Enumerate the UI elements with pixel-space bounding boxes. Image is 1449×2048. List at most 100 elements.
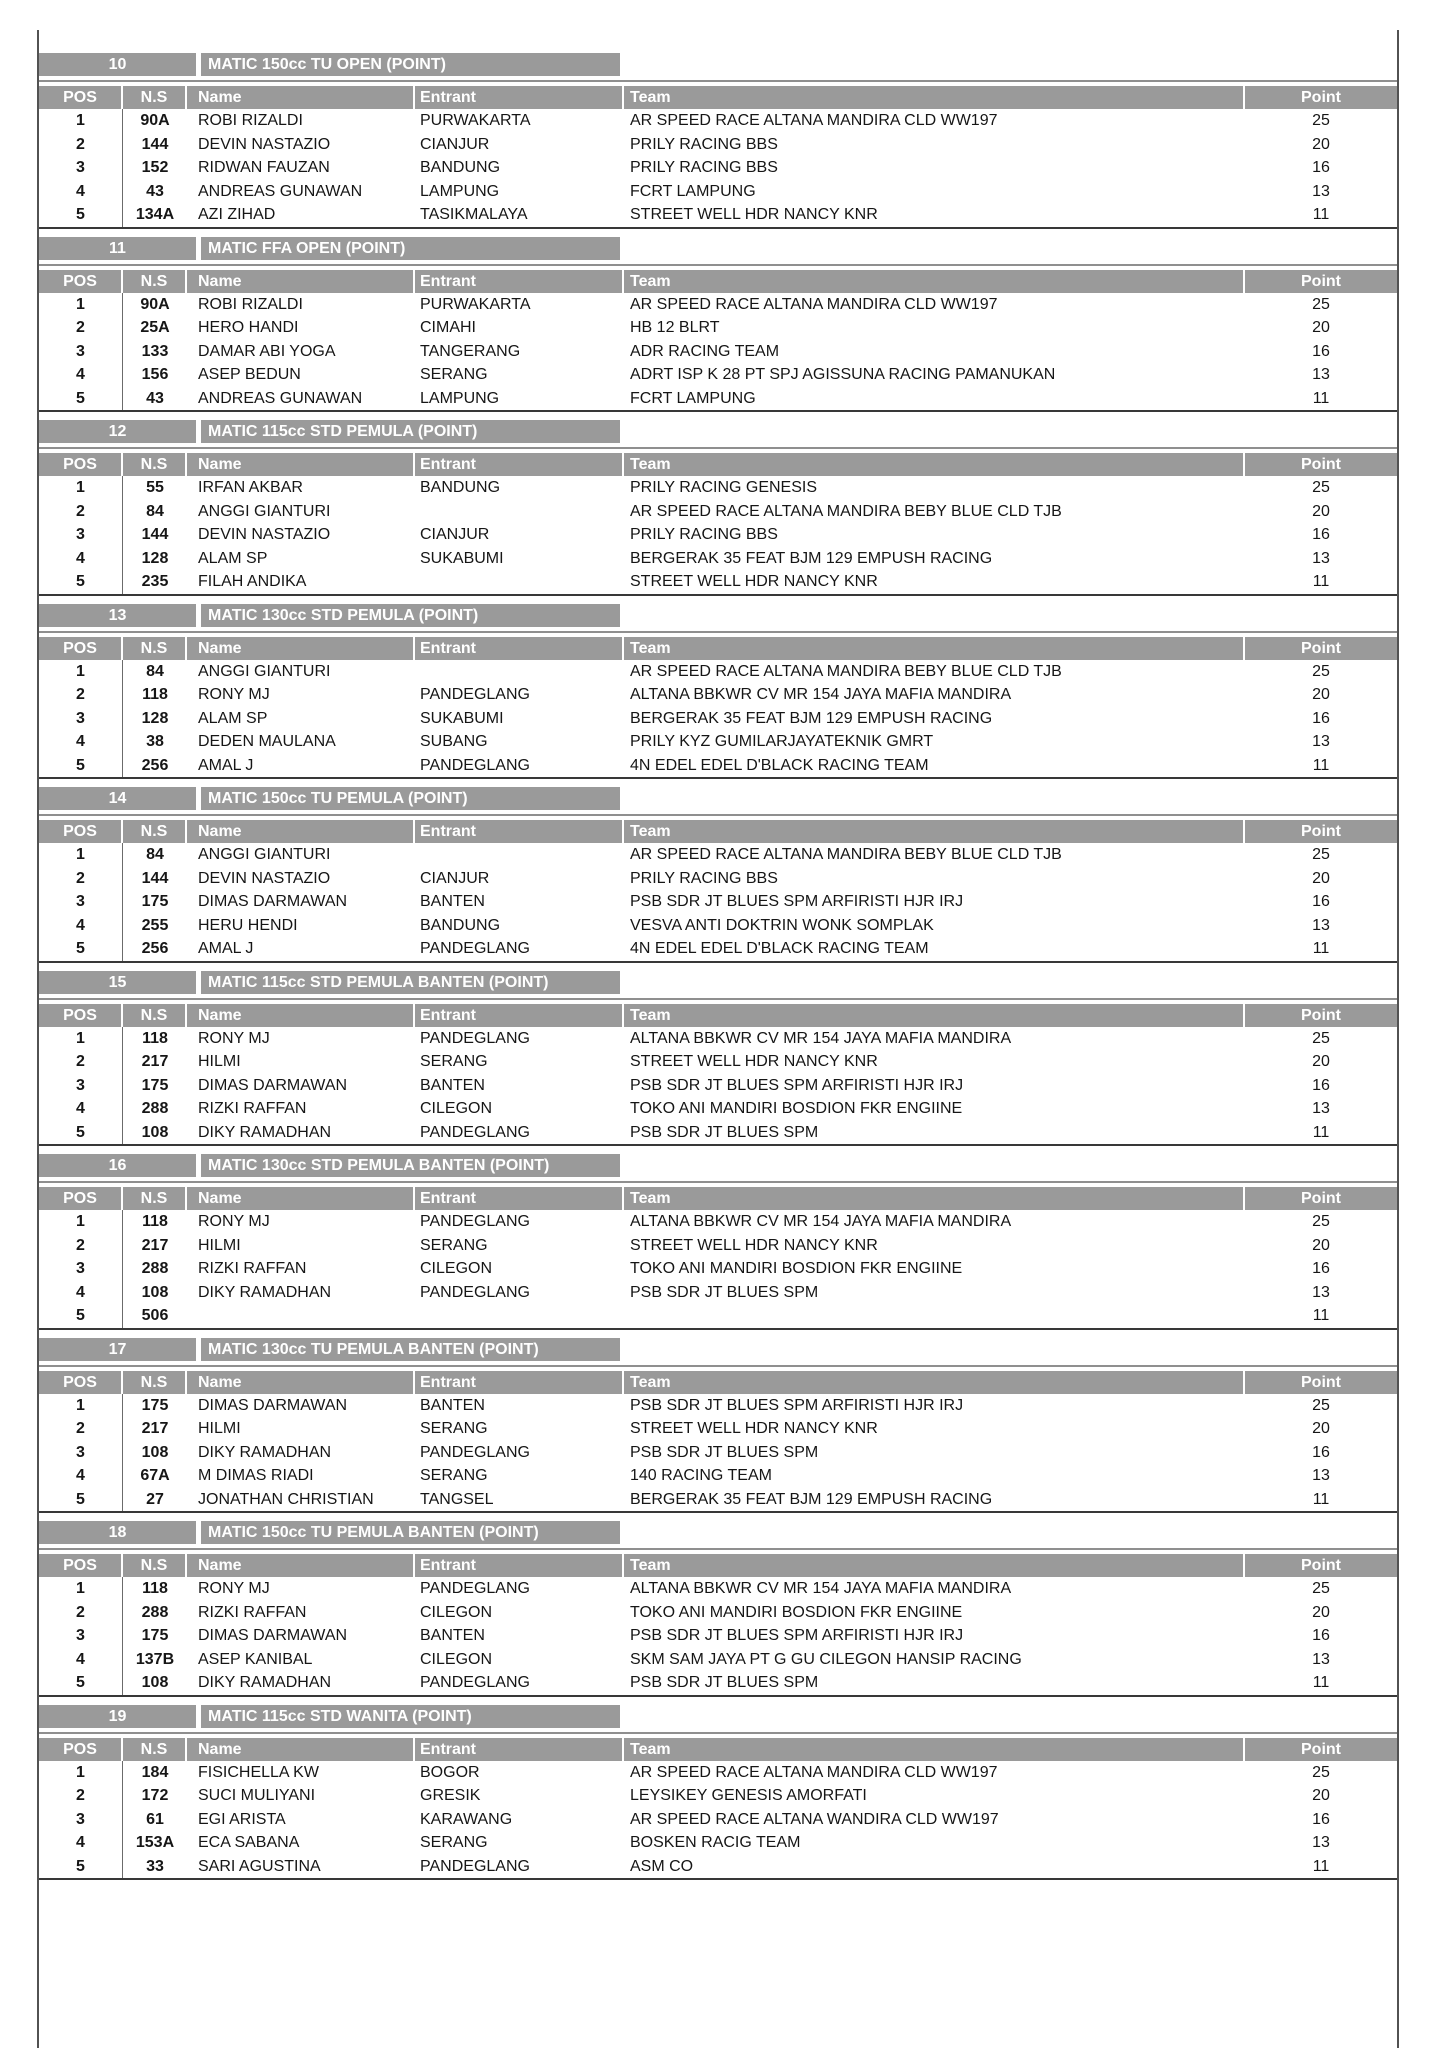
point-cell: 16 — [1312, 1076, 1330, 1094]
team-cell: STREET WELL HDR NANCY KNR — [630, 1053, 878, 1070]
column-header-name: Name — [187, 453, 415, 476]
name-cell: HERU HENDI — [198, 916, 298, 934]
team-cell: PRILY RACING BBS — [630, 159, 778, 176]
point-cell: 13 — [1312, 549, 1330, 567]
column-header-point: Point — [1245, 1003, 1397, 1027]
entrant-cell — [415, 500, 624, 524]
column-header-ns: N.S — [123, 86, 187, 109]
divider-line — [39, 997, 1397, 1000]
point-cell: 25 — [1312, 1580, 1330, 1597]
column-header-team: Team — [624, 820, 1245, 843]
pos-cell: 1 — [39, 109, 123, 133]
name-cell: ECA SABANA — [198, 1834, 300, 1851]
table-row: 2 144 DEVIN NASTAZIO CIANJUR PRILY RACIN… — [39, 866, 1397, 890]
team-cell: SKM SAM JAYA PT G GU CILEGON HANSIP RACI… — [630, 1650, 1022, 1668]
point-cell: 20 — [1312, 1053, 1330, 1070]
section-title-bar: 14 MATIC 150cc TU PEMULA (POINT) — [39, 787, 1397, 810]
entrant-cell: SUKABUMI — [420, 549, 504, 567]
team-cell: PRILY RACING GENESIS — [630, 479, 818, 496]
ns-cell: 152 — [141, 159, 169, 176]
column-header-point: Point — [1245, 1737, 1397, 1761]
ns-cell: 108 — [141, 1443, 169, 1461]
point-cell: 13 — [1312, 1100, 1330, 1117]
point-cell: 13 — [1312, 1650, 1330, 1668]
entrant-cell: PANDEGLANG — [420, 940, 530, 957]
section-number: 11 — [39, 236, 196, 260]
section-title: MATIC 115cc STD PEMULA BANTEN (POINT) — [201, 970, 620, 994]
pos-cell: 2 — [39, 866, 123, 890]
entrant-cell: TANGERANG — [420, 342, 521, 360]
pos-cell: 1 — [39, 1210, 123, 1234]
column-header-point: Point — [1245, 86, 1397, 109]
team-cell: ALTANA BBKWR CV MR 154 JAYA MAFIA MANDIR… — [630, 1213, 1012, 1230]
entrant-cell: BANTEN — [420, 1396, 485, 1414]
team-cell: ALTANA BBKWR CV MR 154 JAYA MAFIA MANDIR… — [630, 1580, 1012, 1597]
ns-cell: 288 — [141, 1100, 169, 1117]
entrant-cell: PANDEGLANG — [420, 686, 530, 703]
name-cell: ASEP KANIBAL — [198, 1650, 313, 1668]
entrant-cell: CIANJUR — [420, 526, 490, 543]
divider-line — [39, 1548, 1397, 1550]
table-header-row: POS N.S Name Entrant Team Point — [39, 1003, 1397, 1027]
table-row: 4 128 ALAM SP SUKABUMI BERGERAK 35 FEAT … — [39, 546, 1397, 570]
team-cell: PSB SDR JT BLUES SPM — [630, 1283, 819, 1301]
point-cell: 11 — [1312, 389, 1330, 407]
ns-cell: 118 — [142, 686, 168, 703]
column-header-pos: POS — [39, 636, 123, 660]
table-row: 1 118 RONY MJ PANDEGLANG ALTANA BBKWR CV… — [39, 1577, 1397, 1601]
table-row: 3 128 ALAM SP SUKABUMI BERGERAK 35 FEAT … — [39, 706, 1397, 730]
team-cell — [624, 1304, 1245, 1328]
team-cell: HB 12 BLRT — [630, 319, 720, 336]
team-cell: 4N EDEL EDEL D'BLACK RACING TEAM — [630, 940, 929, 957]
section-title-bar: 17 MATIC 130cc TU PEMULA BANTEN (POINT) — [39, 1337, 1397, 1361]
entrant-cell — [415, 660, 624, 684]
team-cell: PSB SDR JT BLUES SPM ARFIRISTI HJR IRJ — [630, 1627, 964, 1644]
column-header-pos: POS — [39, 1737, 123, 1761]
name-cell: DIKY RAMADHAN — [198, 1123, 332, 1141]
table-row: 2 217 HILMI SERANG STREET WELL HDR NANCY… — [39, 1233, 1397, 1257]
point-cell: 13 — [1312, 1834, 1330, 1851]
point-cell: 20 — [1312, 135, 1330, 153]
column-header-name: Name — [187, 269, 415, 293]
category-section: 18 MATIC 150cc TU PEMULA BANTEN (POINT) … — [39, 1521, 1397, 1697]
entrant-cell: SERANG — [420, 366, 488, 383]
divider-line — [39, 630, 1397, 633]
entrant-cell: PANDEGLANG — [420, 1674, 530, 1691]
pos-cell: 3 — [39, 523, 123, 547]
ns-cell: 118 — [142, 1580, 168, 1597]
point-cell: 16 — [1312, 526, 1330, 543]
team-cell: STREET WELL HDR NANCY KNR — [630, 206, 878, 223]
pos-cell: 2 — [39, 1050, 123, 1074]
pos-cell: 2 — [39, 683, 123, 707]
column-header-entrant: Entrant — [415, 1003, 624, 1027]
pos-cell: 2 — [39, 1417, 123, 1441]
entrant-cell: BANDUNG — [420, 916, 501, 934]
entrant-cell: CILEGON — [420, 1260, 493, 1277]
team-cell: PSB SDR JT BLUES SPM — [630, 1123, 819, 1141]
entrant-cell: SERANG — [420, 1420, 488, 1437]
table-row: 1 55 IRFAN AKBAR BANDUNG PRILY RACING GE… — [39, 476, 1397, 500]
pos-cell: 5 — [39, 1120, 123, 1144]
column-header-ns: N.S — [123, 1370, 187, 1394]
point-cell: 20 — [1312, 319, 1330, 336]
point-cell: 11 — [1312, 1674, 1330, 1691]
section-number: 13 — [39, 603, 196, 627]
name-cell: DIKY RAMADHAN — [198, 1283, 332, 1301]
divider-line — [39, 1731, 1397, 1734]
ns-cell: 144 — [141, 135, 169, 153]
table-body: 1 118 RONY MJ PANDEGLANG ALTANA BBKWR CV… — [39, 1026, 1397, 1146]
divider-line — [39, 80, 1397, 82]
table-row: 5 108 DIKY RAMADHAN PANDEGLANG PSB SDR J… — [39, 1120, 1397, 1144]
point-cell: 16 — [1312, 1260, 1330, 1277]
table-row: 1 90A ROBI RIZALDI PURWAKARTA AR SPEED R… — [39, 292, 1397, 316]
point-cell: 11 — [1312, 756, 1330, 774]
name-cell: FILAH ANDIKA — [198, 573, 307, 590]
table-row: 4 288 RIZKI RAFFAN CILEGON TOKO ANI MAND… — [39, 1097, 1397, 1121]
entrant-cell: PANDEGLANG — [420, 1857, 530, 1875]
table-row: 4 255 HERU HENDI BANDUNG VESVA ANTI DOKT… — [39, 913, 1397, 937]
column-header-pos: POS — [39, 269, 123, 293]
ns-cell: 55 — [146, 479, 164, 496]
ns-cell: 108 — [141, 1283, 169, 1301]
pos-cell: 5 — [39, 937, 123, 961]
ns-cell: 108 — [141, 1674, 169, 1691]
